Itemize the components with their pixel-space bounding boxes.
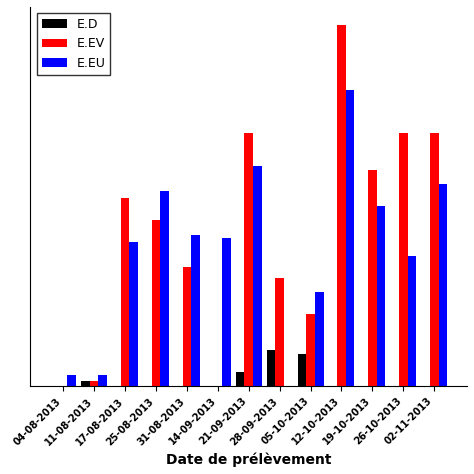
Bar	[408, 256, 416, 386]
Bar	[399, 133, 408, 386]
Bar	[160, 191, 169, 386]
Bar	[337, 25, 346, 386]
Bar	[182, 267, 191, 386]
X-axis label: Date de prélèvement: Date de prélèvement	[166, 453, 331, 467]
Bar	[90, 381, 99, 386]
Bar	[191, 235, 200, 386]
Bar	[236, 372, 245, 386]
Bar	[438, 184, 447, 386]
Bar	[121, 199, 129, 386]
Bar	[152, 220, 160, 386]
Bar	[298, 354, 306, 386]
Bar	[346, 90, 355, 386]
Bar	[315, 292, 324, 386]
Bar	[368, 170, 377, 386]
Bar	[222, 238, 231, 386]
Bar	[306, 314, 315, 386]
Bar	[81, 381, 90, 386]
Bar	[129, 242, 138, 386]
Bar	[99, 375, 107, 386]
Bar	[275, 278, 284, 386]
Bar	[430, 133, 438, 386]
Legend: E.D, E.EV, E.EU: E.D, E.EV, E.EU	[36, 13, 110, 75]
Bar	[245, 133, 253, 386]
Bar	[266, 350, 275, 386]
Bar	[377, 206, 385, 386]
Bar	[67, 375, 76, 386]
Bar	[253, 166, 262, 386]
